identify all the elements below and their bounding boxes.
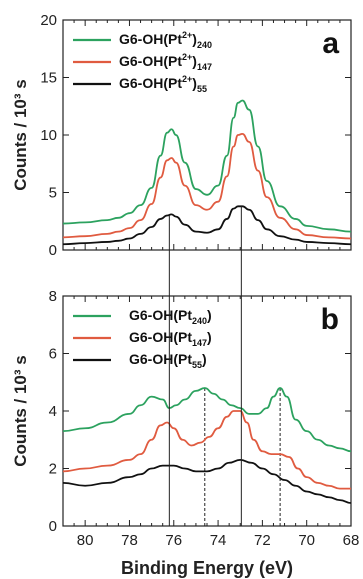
legend-entry: G6-OH(Pt147) bbox=[129, 329, 212, 348]
y-axis-title: Counts / 10³ s bbox=[11, 79, 30, 190]
x-tick-label: 70 bbox=[298, 532, 315, 549]
legend-entry: G6-OH(Pt240) bbox=[129, 307, 212, 326]
y-tick-label: 15 bbox=[40, 70, 57, 87]
y-tick-label: 4 bbox=[49, 403, 57, 420]
peak-guide-lines bbox=[168, 206, 242, 526]
y-tick-label: 2 bbox=[49, 461, 57, 478]
x-tick-label: 74 bbox=[210, 532, 227, 549]
y-tick-label: 8 bbox=[49, 288, 57, 305]
y-tick-label: 20 bbox=[40, 12, 57, 29]
y-tick-label: 5 bbox=[49, 185, 57, 202]
series-line-G6-OH(Pt)147 bbox=[62, 410, 351, 490]
legend-entry: G6-OH(Pt2+)240 bbox=[119, 30, 212, 50]
y-axis-title: Counts / 10³ s bbox=[11, 355, 30, 466]
x-tick-label: 72 bbox=[254, 532, 271, 549]
y-tick-label: 0 bbox=[49, 242, 57, 259]
x-tick-label: 76 bbox=[165, 532, 182, 549]
legend-entry: G6-OH(Pt2+)55 bbox=[119, 74, 207, 94]
x-tick-label: 68 bbox=[343, 532, 360, 549]
series-line-G6-OH(Pt2+)147 bbox=[62, 132, 352, 240]
legend-entry: G6-OH(Pt55) bbox=[129, 351, 207, 370]
panel-label: a bbox=[322, 27, 339, 60]
x-tick-label: 78 bbox=[121, 532, 138, 549]
series-line-G6-OH(Pt)240 bbox=[62, 387, 352, 453]
series-line-G6-OH(Pt2+)240 bbox=[62, 99, 352, 233]
series-line-G6-OH(Pt2+)55 bbox=[62, 205, 352, 246]
x-tick-label: 80 bbox=[77, 532, 94, 549]
legend-entry: G6-OH(Pt2+)147 bbox=[119, 52, 212, 72]
y-tick-label: 6 bbox=[49, 346, 57, 363]
panel-label: b bbox=[321, 303, 339, 336]
x-axis-title: Binding Energy (eV) bbox=[121, 558, 293, 578]
y-tick-label: 10 bbox=[40, 127, 57, 144]
series-line-G6-OH(Pt)55 bbox=[62, 458, 352, 504]
plot-frame bbox=[62, 19, 352, 251]
y-tick-label: 0 bbox=[49, 518, 57, 535]
